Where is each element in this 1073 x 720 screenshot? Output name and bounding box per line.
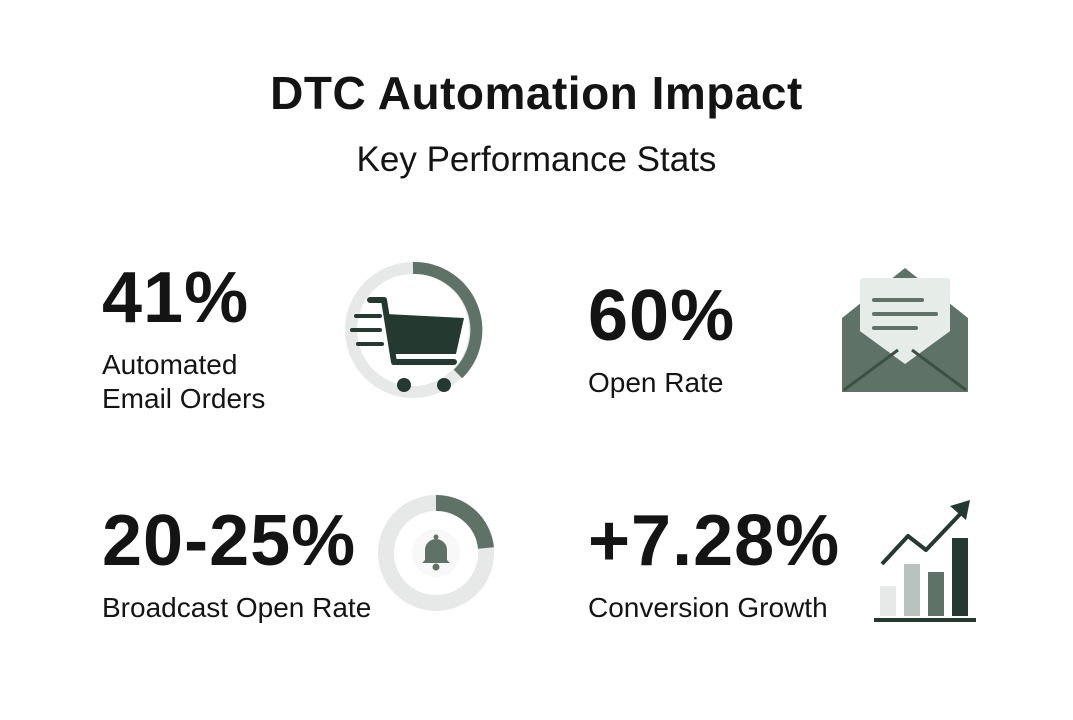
open-envelope-icon <box>842 268 968 392</box>
shopping-cart-icon <box>345 261 483 398</box>
stat-value: 41% <box>102 258 250 338</box>
growth-chart-icon <box>874 500 976 622</box>
bell-icon <box>378 494 494 611</box>
page-subtitle: Key Performance Stats <box>356 140 717 179</box>
stat-label: Open Rate <box>588 366 735 400</box>
stat-label: Conversion Growth <box>588 591 840 625</box>
stat-conversion-growth: +7.28% Conversion Growth <box>588 505 840 625</box>
page-title: DTC Automation Impact <box>270 67 803 119</box>
stat-broadcast-open-rate: 20-25% Broadcast Open Rate <box>102 505 371 625</box>
stat-value: 60% <box>588 276 736 356</box>
stat-label-line: Broadcast Open Rate <box>102 592 372 623</box>
stat-automated-email-orders: 41% Automated Email Orders <box>102 262 265 416</box>
stat-value: +7.28% <box>588 501 841 581</box>
stat-label: Automated Email Orders <box>102 348 265 416</box>
stat-label-line: Conversion Growth <box>588 592 828 623</box>
stat-open-rate: 60% Open Rate <box>588 280 735 400</box>
stat-value: 20-25% <box>102 501 357 581</box>
ring-progress <box>435 494 494 550</box>
stat-label-line: Automated <box>102 349 238 380</box>
stat-label-line: Open Rate <box>588 367 724 398</box>
stat-label-line: Email Orders <box>102 383 266 414</box>
stat-label: Broadcast Open Rate <box>102 591 371 625</box>
ring-progress <box>412 261 483 379</box>
